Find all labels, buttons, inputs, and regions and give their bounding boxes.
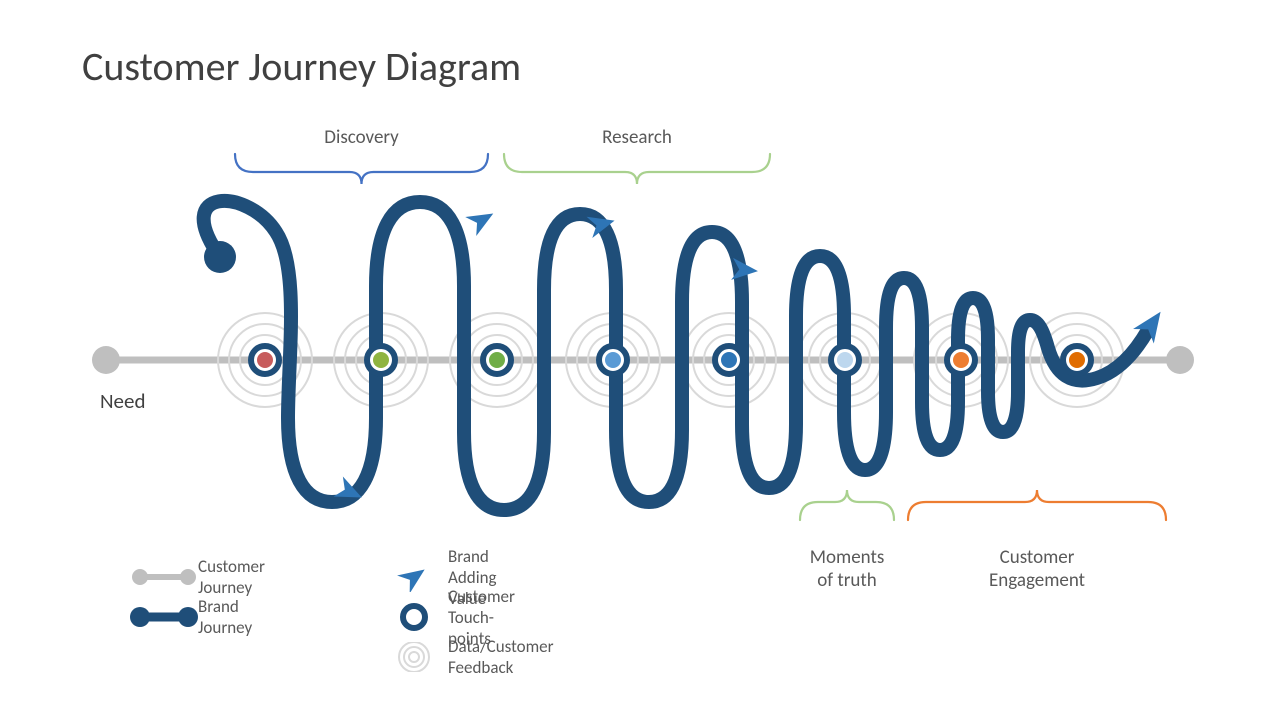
- legend-icon-cj: [130, 560, 198, 594]
- legend-icon-ring: [380, 600, 448, 634]
- brace-label: Discovery: [242, 126, 482, 149]
- legend-icon-arrow: [380, 560, 448, 594]
- brace-label: Research: [517, 126, 757, 149]
- slide-canvas: Customer Journey Diagram Need Customer J…: [0, 0, 1280, 720]
- legend-item: Brand Journey: [130, 600, 256, 634]
- brace-label: Customer Engagement: [917, 546, 1157, 592]
- legend-item: Customer Touch-points: [380, 600, 519, 634]
- need-label: Need: [100, 388, 146, 414]
- legend-label: Data/Customer Feedback: [448, 636, 558, 678]
- legend-label: Brand Journey: [198, 596, 256, 638]
- legend-icon-ripple: [380, 640, 448, 674]
- legend-item: Customer Journey: [130, 560, 269, 594]
- legend-icon-bj: [130, 600, 198, 634]
- legend-label: Customer Journey: [198, 556, 269, 598]
- legend-item: Data/Customer Feedback: [380, 640, 558, 674]
